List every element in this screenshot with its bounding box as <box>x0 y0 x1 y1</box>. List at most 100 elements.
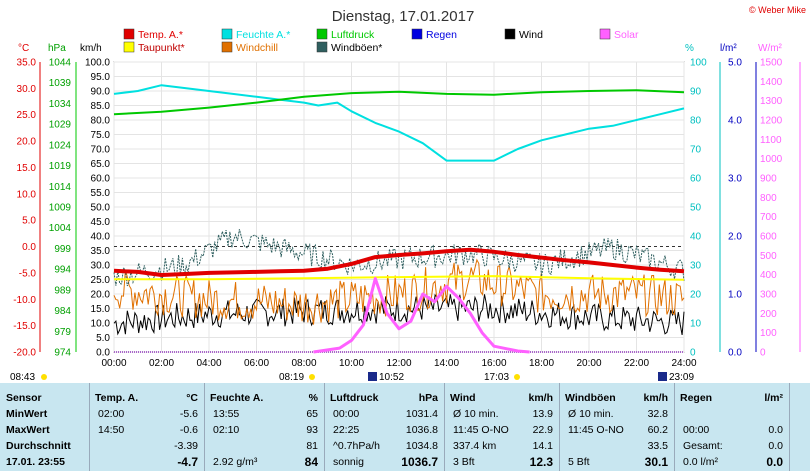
legend-label: Temp. A.* <box>138 29 183 41</box>
x-tick-label: 04:00 <box>196 358 221 369</box>
pressure-tick-label: 994 <box>54 265 71 276</box>
summary-cell-value: 0.0 <box>768 424 783 436</box>
wind-tick-label: 30.0 <box>91 261 111 272</box>
summary-header: Windböen <box>565 392 616 404</box>
pressure-tick-label: 989 <box>54 285 71 296</box>
summary-unit: km/h <box>643 392 668 404</box>
legend-label: Windböen* <box>331 42 382 54</box>
wind-tick-label: 15.0 <box>91 304 111 315</box>
summary-cell-value: 22.9 <box>532 424 553 436</box>
temp-tick-label: -10.0 <box>13 295 36 306</box>
legend-label: Solar <box>614 29 639 41</box>
temp-tick-label: 10.0 <box>17 189 37 200</box>
row-label-current: 17.01. 23:55 <box>6 456 65 468</box>
temp-tick-label: 25.0 <box>17 110 37 121</box>
x-tick-label: 06:00 <box>244 358 269 369</box>
summary-cell-label: 2.92 g/m³ <box>213 456 258 468</box>
summary-cell-value: -3.39 <box>174 440 198 452</box>
summary-unit: km/h <box>528 392 553 404</box>
humidity-tick-label: 40 <box>690 232 702 243</box>
series-windchill-line <box>113 258 685 325</box>
wind-tick-label: 90.0 <box>91 87 111 98</box>
humidity-tick-label: 0 <box>690 348 696 359</box>
pressure-tick-label: 1044 <box>49 58 72 69</box>
summary-cell-value: 1036.7 <box>401 455 438 469</box>
wind-tick-label: 100.0 <box>85 58 110 69</box>
summary-column-feuchtea: Feuchte A.% 13:55 65 02:10 93 81 2.92 g/m³ 84 <box>205 383 325 471</box>
time-markers: 08:43 08:19 10:52 17:03 23:09 <box>10 372 694 383</box>
x-tick-label: 22:00 <box>624 358 649 369</box>
solar-tick-label: 600 <box>760 232 777 243</box>
pressure-tick-label: 984 <box>54 306 71 317</box>
x-tick-label: 16:00 <box>481 358 506 369</box>
rain-tick-label: 1.0 <box>728 290 742 301</box>
temp-tick-label: -15.0 <box>13 321 36 332</box>
rain-unit: l/m² <box>720 43 737 54</box>
legend-label: Regen <box>426 29 457 41</box>
wind-tick-label: 70.0 <box>91 145 111 156</box>
summary-column-tempa: Temp. A. °C 02:00 -5.6 14:50 -0.6 -3.39 -4.7 <box>90 383 205 471</box>
summary-unit: l/m² <box>764 392 783 404</box>
legend-swatch <box>221 41 233 53</box>
summary-cell-value: 65 <box>306 408 318 420</box>
axes: 35.0 30.0 25.0 20.0 15.0 10.0 5.0 0.0 -5.0 -10.0 -… <box>13 58 801 369</box>
wind-tick-label: 10.0 <box>91 319 111 330</box>
humidity-tick-label: 10 <box>690 319 702 330</box>
summary-cell-value: -5.6 <box>179 408 198 420</box>
solar-tick-label: 1000 <box>760 154 783 165</box>
humidity-tick-label: 60 <box>690 174 702 185</box>
summary-column-wind: Wind km/h Ø 10 min. 13.9 11:45 O-NO 22.9 337.4… <box>445 383 560 471</box>
wind-tick-label: 25.0 <box>91 275 111 286</box>
temp-tick-label: 0.0 <box>22 242 36 253</box>
solar-tick-label: 700 <box>760 212 777 223</box>
rain-tick-label: 3.0 <box>728 174 742 185</box>
pressure-tick-label: 1029 <box>49 120 72 131</box>
wind-tick-label: 65.0 <box>91 159 111 170</box>
sunrise-time: 08:19 <box>279 372 304 383</box>
humidity-tick-label: 100 <box>690 58 707 69</box>
summary-cell-value: 33.5 <box>647 440 668 452</box>
summary-unit: hPa <box>418 392 438 404</box>
solar-tick-label: 400 <box>760 270 777 281</box>
temp-unit: °C <box>18 43 29 54</box>
x-tick-label: 24:00 <box>671 358 696 369</box>
summary-cell-label: Ø 10 min. <box>568 408 614 420</box>
pressure-tick-label: 1019 <box>49 161 72 172</box>
moonrise-icon <box>368 372 377 381</box>
row-label-max: MaxWert <box>6 424 50 436</box>
series-taupunkt-line <box>114 275 685 281</box>
wind-tick-label: 5.0 <box>96 333 110 344</box>
row-label-avg: Durchschnitt <box>6 440 71 452</box>
x-tick-label: 02:00 <box>149 358 174 369</box>
summary-header: Luftdruck <box>330 392 379 404</box>
solar-tick-label: 500 <box>760 251 777 262</box>
legend-label: Feuchte A.* <box>236 29 290 41</box>
summary-cell-label: 14:50 <box>98 424 125 436</box>
summary-cell-label: 00:00 <box>333 408 360 420</box>
summary-cell-label: 0.0 l/m² <box>683 456 719 468</box>
wind-tick-label: 45.0 <box>91 217 111 228</box>
summary-unit: °C <box>186 392 198 404</box>
wind-tick-label: 95.0 <box>91 72 111 83</box>
pressure-tick-label: 1004 <box>49 223 72 234</box>
temp-tick-label: 5.0 <box>22 216 36 227</box>
humidity-tick-label: 20 <box>690 290 702 301</box>
legend-label: Luftdruck <box>331 29 375 41</box>
series-solar-line <box>313 277 530 354</box>
summary-cell-label: 337.4 km <box>453 440 497 452</box>
sunset-time: 17:03 <box>484 372 509 383</box>
row-label-sensor: Sensor <box>6 392 42 404</box>
legend-swatch <box>316 41 328 53</box>
weather-chart: Dienstag, 17.01.2017 © Weber Mike Temp. … <box>10 5 806 383</box>
wind-tick-label: 75.0 <box>91 130 111 141</box>
solar-tick-label: 900 <box>760 174 777 185</box>
temp-tick-label: -20.0 <box>13 348 36 359</box>
sunset-sun-icon <box>514 374 520 380</box>
series-tempa-line <box>113 247 685 277</box>
summary-cell-value: 93 <box>306 424 318 436</box>
summary-cell-label: 02:10 <box>213 424 240 436</box>
x-tick-label: 10:00 <box>339 358 364 369</box>
summary-cell-value: 32.8 <box>647 408 668 420</box>
x-tick-label: 18:00 <box>529 358 554 369</box>
marker-left-time: 08:43 <box>10 372 35 383</box>
